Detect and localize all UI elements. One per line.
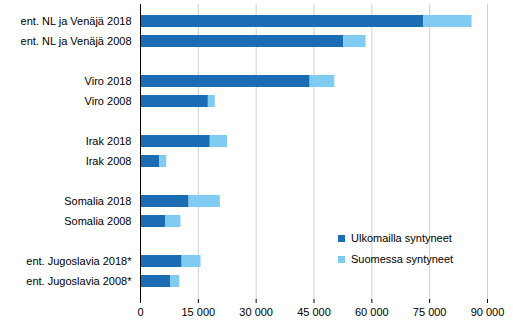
svg-text:Irak 2008: Irak 2008: [86, 155, 132, 167]
svg-text:15 000: 15 000: [182, 306, 216, 318]
svg-text:ent. NL ja Venäjä 2018: ent. NL ja Venäjä 2018: [21, 15, 132, 27]
svg-text:Somalia 2018: Somalia 2018: [64, 195, 131, 207]
svg-text:90 000: 90 000: [471, 306, 505, 318]
svg-text:Viro 2018: Viro 2018: [85, 75, 132, 87]
svg-text:30 000: 30 000: [239, 306, 273, 318]
svg-text:45 000: 45 000: [297, 306, 331, 318]
svg-text:ent. Jugoslavia 2008*: ent. Jugoslavia 2008*: [26, 275, 132, 287]
svg-text:ent. Jugoslavia 2018*: ent. Jugoslavia 2018*: [26, 255, 132, 267]
svg-text:Viro 2008: Viro 2008: [85, 95, 132, 107]
svg-text:Irak 2018: Irak 2018: [86, 135, 132, 147]
html-text:Ulkomailla syntyneet: Ulkomailla syntyneet: [351, 232, 452, 244]
svg-text:0: 0: [137, 306, 143, 318]
svg-text:ent. NL ja Venäjä 2008: ent. NL ja Venäjä 2008: [21, 35, 132, 47]
svg-text:75 000: 75 000: [413, 306, 447, 318]
svg-text:Somalia 2008: Somalia 2008: [64, 215, 131, 227]
svg-text:60 000: 60 000: [355, 306, 389, 318]
html-text:Suomessa syntyneet: Suomessa syntyneet: [351, 253, 454, 265]
